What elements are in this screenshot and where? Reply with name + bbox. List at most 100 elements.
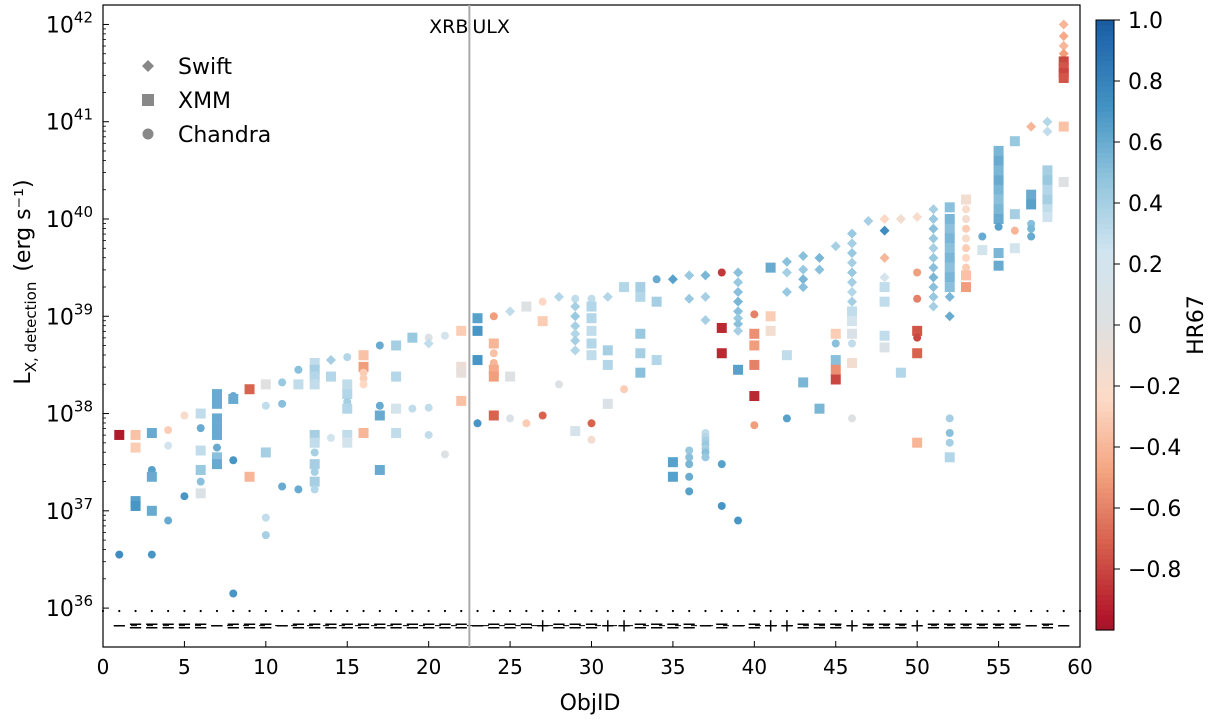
swift-point	[1058, 31, 1069, 42]
xmm-point	[309, 429, 320, 440]
swift-point	[847, 286, 858, 297]
xmm-point	[211, 429, 222, 440]
chandra-point	[278, 482, 287, 491]
y-axis-title: LX, detection (erg s⁻¹)	[11, 179, 40, 384]
xmm-point	[944, 272, 955, 283]
x-tick-label: 15	[335, 655, 360, 679]
limit-dot	[525, 609, 528, 613]
swift-point	[1058, 40, 1069, 51]
colorbar-segment	[1096, 294, 1114, 301]
xmm-point	[505, 371, 516, 382]
swift-point	[1026, 121, 1037, 132]
divider-right-label: ULX	[472, 16, 510, 38]
xmm-point	[195, 464, 206, 475]
swift-point	[847, 277, 858, 288]
chandra-point	[261, 531, 270, 540]
status-symbol: =	[307, 616, 322, 637]
colorbar-segment	[1096, 380, 1114, 387]
xmm-point	[912, 325, 923, 336]
xmm-point	[1009, 243, 1020, 254]
limit-dot	[655, 609, 658, 613]
colorbar-segment	[1096, 197, 1114, 204]
swift-point	[847, 257, 858, 268]
xmm-point	[1042, 184, 1053, 195]
swift-point	[928, 262, 939, 273]
swift-point	[602, 291, 613, 302]
colorbar-segment	[1096, 558, 1114, 565]
status-symbol: +	[763, 616, 778, 637]
colorbar-segment	[1096, 187, 1114, 194]
xmm-point	[944, 214, 955, 224]
swift-point	[733, 319, 744, 330]
colorbar-segment	[1096, 401, 1114, 407]
colorbar-segment	[1096, 548, 1114, 555]
chandra-point	[147, 550, 156, 559]
chandra-point	[685, 487, 694, 496]
status-symbol: +	[535, 616, 550, 637]
chandra-point	[962, 205, 971, 214]
swift-point	[928, 214, 939, 224]
chandra-point	[440, 331, 449, 340]
xmm-point	[293, 379, 304, 390]
chandra-point	[913, 333, 922, 342]
chandra-point	[1027, 224, 1036, 233]
status-symbol: =	[568, 616, 583, 637]
chandra-point	[164, 516, 173, 525]
swift-point	[798, 274, 809, 285]
limit-dot	[704, 609, 707, 613]
colorbar-segment	[1096, 55, 1114, 62]
colorbar-segment	[1096, 604, 1114, 611]
xmm-point	[830, 328, 841, 339]
swift-point	[423, 338, 434, 349]
colorbar-segment	[1096, 325, 1114, 331]
chandra-point	[913, 268, 922, 277]
chandra-point	[978, 232, 987, 241]
xmm-point	[586, 325, 597, 336]
swift-point	[879, 252, 890, 263]
xmm-point	[374, 410, 385, 421]
status-row: − = = = = = − = = = − = = = = = = = = = = = − = = = + = = = + + = = = = − = − =…	[112, 616, 1072, 637]
swift-point	[879, 214, 890, 224]
xmm-point	[993, 175, 1004, 186]
limit-dot	[378, 609, 381, 613]
xmm-point	[765, 262, 776, 273]
xmm-point	[944, 252, 955, 263]
colorbar-segment	[1096, 467, 1114, 474]
limit-dot	[248, 609, 251, 613]
xmm-point	[391, 371, 402, 382]
xmm-point	[993, 145, 1004, 156]
xmm-point	[993, 260, 1004, 271]
xmm-point	[667, 457, 678, 468]
colorbar-segment	[1096, 81, 1114, 87]
swift-point	[798, 250, 809, 261]
colorbar-tick-label: 0	[1128, 314, 1142, 339]
x-tick-label: 40	[742, 655, 767, 679]
swift-point	[781, 286, 792, 297]
xmm-point	[1058, 72, 1069, 83]
chandra-point	[212, 443, 221, 452]
colorbar-segment	[1096, 182, 1114, 189]
colorbar-segment	[1096, 75, 1114, 82]
xmm-point	[211, 459, 222, 470]
xmm-point	[114, 429, 125, 440]
xmm-point	[879, 282, 890, 293]
swift-point	[912, 212, 923, 223]
swift-point	[928, 272, 939, 283]
limit-dot	[997, 609, 1000, 613]
chandra-point	[945, 438, 954, 447]
xmm-point	[488, 338, 499, 349]
limit-dot	[818, 609, 821, 613]
chandra-point	[962, 224, 971, 233]
colorbar-segment	[1096, 284, 1114, 291]
swift-point	[879, 225, 890, 236]
colorbar-segment	[1096, 457, 1114, 463]
colorbar-segment	[1096, 91, 1114, 97]
xmm-point	[488, 410, 499, 421]
swift-point	[733, 286, 744, 297]
xmm-point	[211, 398, 222, 409]
swift-point	[733, 267, 744, 278]
limit-dot	[443, 609, 447, 613]
status-symbol: =	[584, 616, 599, 637]
chandra-point	[180, 492, 189, 501]
xmm-point	[961, 194, 972, 205]
